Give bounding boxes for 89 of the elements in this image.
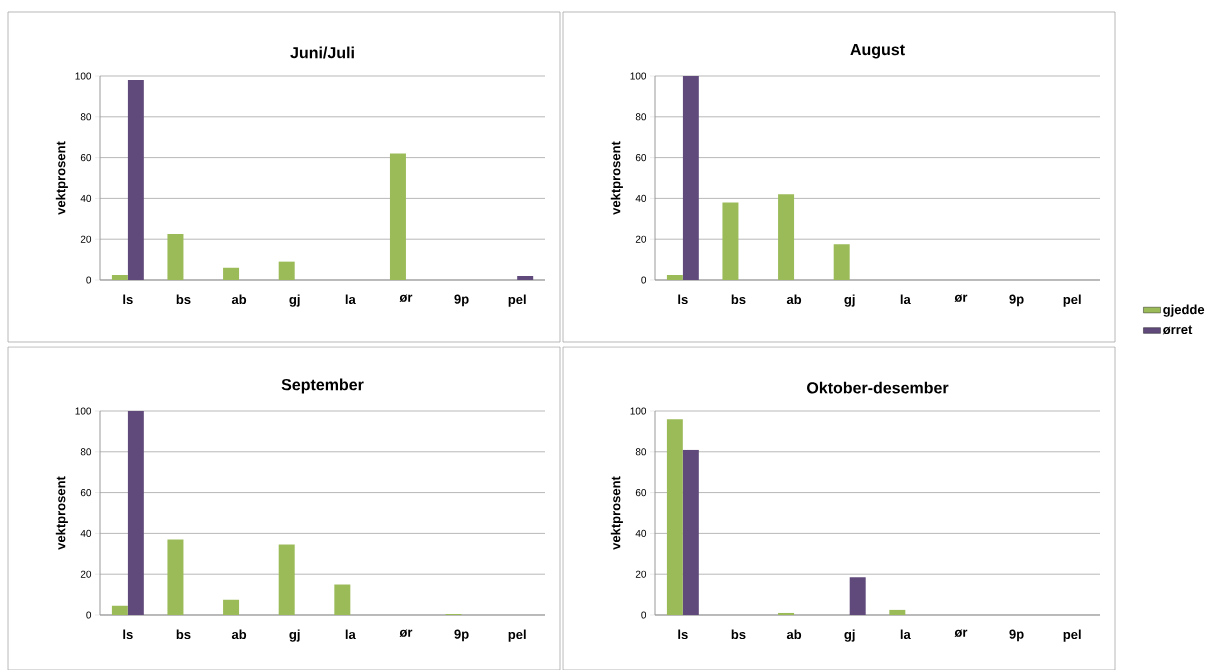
chart-title: August [850, 43, 905, 59]
y-axis-title: vektprosent [55, 141, 68, 215]
bar [849, 577, 866, 615]
bar [666, 418, 683, 615]
x-tick-label: la [900, 629, 911, 639]
y-tick-label: 40 [80, 529, 92, 537]
x-tick-label: gj [844, 294, 855, 307]
bar [167, 539, 184, 615]
chart-title: Oktober-desember [807, 381, 949, 394]
y-tick-label: 100 [630, 407, 647, 415]
bar [111, 274, 128, 280]
bar [666, 274, 683, 280]
x-tick-label: ør [399, 629, 413, 637]
bar [833, 244, 850, 280]
y-tick-label: 60 [80, 153, 92, 161]
x-tick-label: pel [1063, 294, 1081, 307]
x-tick-label: ør [954, 629, 968, 637]
y-tick-label: 0 [641, 276, 647, 284]
bar [889, 609, 906, 615]
bar [682, 75, 699, 280]
x-tick-label: pel [508, 629, 526, 642]
y-tick-label: 80 [635, 113, 647, 121]
x-tick-label: 9p [1009, 629, 1024, 642]
y-tick-label: 20 [80, 235, 92, 243]
x-tick-label: ør [954, 294, 968, 302]
x-tick-label: ør [399, 294, 413, 302]
legend-label: ørret [1162, 325, 1193, 335]
chart-title: September [281, 378, 364, 394]
x-tick-label: gj [289, 294, 300, 307]
x-tick-label: ab [231, 629, 247, 639]
x-tick-label: bs [731, 294, 746, 304]
y-tick-label: 0 [86, 276, 92, 284]
bar [334, 584, 351, 615]
y-tick-label: 80 [80, 448, 92, 456]
y-tick-label: 60 [635, 488, 647, 496]
y-tick-label: 40 [635, 194, 647, 202]
x-tick-label: la [345, 294, 356, 304]
y-tick-label: 0 [86, 611, 92, 619]
bar [722, 202, 739, 280]
x-tick-label: bs [731, 629, 746, 639]
bar [517, 275, 534, 280]
bar [278, 261, 295, 280]
x-tick-label: 9p [454, 629, 469, 642]
x-tick-label: ab [786, 294, 802, 304]
bar [778, 612, 795, 615]
x-tick-label: bs [176, 629, 191, 639]
y-tick-label: 20 [635, 235, 647, 243]
x-tick-label: ls [678, 294, 688, 304]
x-tick-label: gj [289, 629, 300, 642]
legend-label: gjedde [1163, 304, 1205, 317]
x-tick-label: pel [508, 294, 526, 307]
bar [223, 267, 240, 280]
y-tick-label: 100 [630, 72, 647, 80]
bar [127, 410, 144, 615]
y-tick-label: 40 [80, 194, 92, 202]
bar [682, 449, 699, 615]
bar [127, 79, 144, 280]
chart-title: Juni/Juli [290, 46, 354, 59]
y-tick-label: 80 [635, 448, 647, 456]
y-tick-label: 0 [641, 611, 647, 619]
x-tick-label: 9p [454, 294, 469, 307]
y-tick-label: 20 [635, 570, 647, 578]
bar [111, 605, 128, 615]
y-tick-label: 40 [635, 529, 647, 537]
y-tick-label: 60 [80, 488, 92, 496]
x-tick-label: 9p [1009, 294, 1024, 307]
x-tick-label: la [345, 629, 356, 639]
x-tick-label: ls [123, 629, 133, 639]
x-tick-label: ls [123, 294, 133, 304]
x-tick-label: ab [231, 294, 247, 304]
bar [167, 233, 184, 280]
y-axis-title: vektprosent [610, 141, 623, 215]
x-tick-label: la [900, 294, 911, 304]
y-axis-title: vektprosent [610, 476, 623, 550]
y-tick-label: 80 [80, 113, 92, 121]
bar [278, 544, 295, 615]
y-tick-label: 60 [635, 153, 647, 161]
y-tick-label: 100 [75, 72, 92, 80]
bar [778, 194, 795, 280]
x-tick-label: ls [678, 629, 688, 639]
x-tick-label: gj [844, 629, 855, 642]
y-tick-label: 20 [80, 570, 92, 578]
x-tick-label: pel [1063, 629, 1081, 642]
bar [389, 153, 406, 280]
x-tick-label: bs [176, 294, 191, 304]
x-tick-label: ab [786, 629, 802, 639]
bar [223, 599, 240, 615]
y-tick-label: 100 [75, 407, 92, 415]
y-axis-title: vektprosent [55, 476, 68, 550]
